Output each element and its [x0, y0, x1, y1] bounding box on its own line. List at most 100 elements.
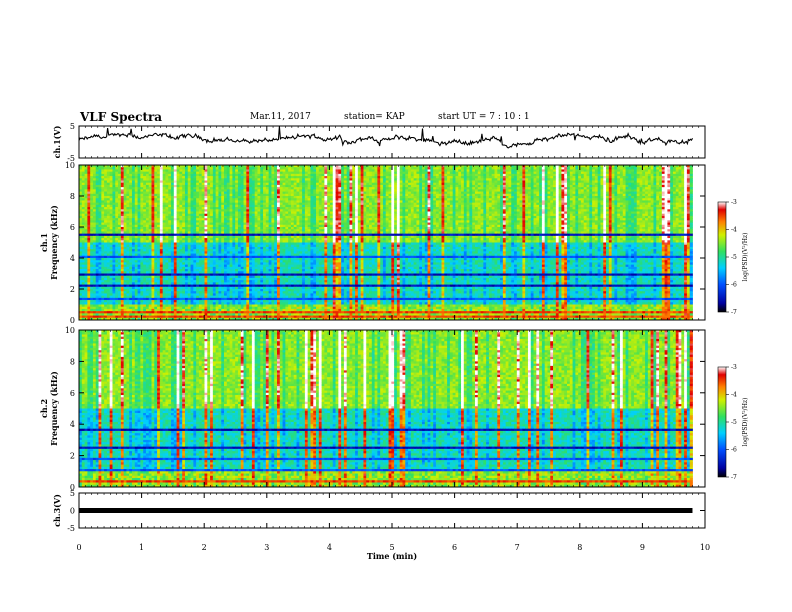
psd-cell [204, 173, 208, 177]
psd-cell [678, 207, 682, 210]
psd-cell [341, 202, 345, 206]
psd-cell [129, 200, 133, 204]
psd-cell [290, 173, 295, 177]
psd-cell [290, 169, 295, 173]
psd-cell [452, 171, 456, 175]
psd-cell [171, 189, 175, 192]
psd-cell [335, 176, 339, 179]
psd-cell [675, 171, 679, 175]
psd-cell [433, 178, 437, 181]
psd-cell [81, 167, 85, 170]
psd-cell [642, 207, 646, 210]
psd-cell [642, 189, 646, 192]
psd-cell [491, 189, 495, 192]
psd-cell [477, 198, 481, 201]
psd-cell [380, 202, 384, 206]
psd-cell [145, 187, 150, 190]
psd-cell [109, 204, 113, 208]
psd-cell [207, 202, 211, 206]
psd-cell [606, 171, 610, 175]
psd-cell [461, 187, 465, 190]
psd-cell [129, 196, 133, 199]
psd-cell [603, 167, 607, 170]
psd-cell [349, 196, 353, 199]
psd-cell [672, 191, 677, 195]
psd-cell [689, 198, 693, 201]
psd-cell [511, 196, 515, 199]
psd-cell [388, 176, 392, 179]
psd-cell [405, 173, 409, 177]
psd-cell [653, 182, 657, 186]
psd-cell [299, 184, 303, 188]
psd-cell [377, 171, 381, 175]
psd-cell [382, 184, 387, 188]
psd-cell [494, 202, 498, 206]
psd-cell [575, 193, 579, 197]
psd-cell [268, 202, 272, 206]
psd-cell [104, 204, 108, 208]
psd-cell [265, 187, 270, 190]
psd-cell [664, 176, 668, 179]
psd-cell [374, 178, 378, 181]
psd-cell [589, 182, 593, 186]
psd-cell [514, 169, 518, 173]
psd-cell [645, 171, 649, 175]
psd-cell [137, 204, 141, 208]
psd-cell [458, 191, 462, 195]
psd-cell [385, 187, 389, 190]
psd-cell [324, 171, 328, 175]
psd-cell [611, 178, 615, 181]
psd-cell [533, 184, 537, 188]
psd-cell [204, 189, 208, 192]
psd-cell [678, 187, 682, 190]
psd-cell [469, 198, 473, 201]
psd-cell [151, 182, 155, 186]
psd-cell [276, 187, 281, 190]
psd-cell [430, 198, 434, 201]
psd-cell [363, 173, 367, 177]
psd-cell [600, 209, 604, 212]
psd-cell [335, 200, 339, 204]
psd-cell [106, 184, 111, 188]
psd-cell [686, 178, 691, 181]
psd-cell [399, 184, 403, 188]
psd-cell [416, 176, 420, 179]
psd-cell [555, 189, 560, 192]
psd-cell [469, 180, 473, 184]
psd-cell [95, 182, 99, 186]
psd-cell [494, 209, 498, 212]
psd-cell [101, 202, 105, 206]
psd-cell [98, 184, 102, 188]
psd-cell [98, 193, 102, 197]
psd-cell [567, 165, 571, 168]
psd-cell [271, 169, 275, 173]
psd-cell [505, 176, 509, 179]
psd-cell [210, 207, 214, 210]
psd-cell [461, 204, 465, 208]
psd-cell [101, 200, 105, 204]
psd-cell [469, 178, 473, 181]
psd-cell [575, 165, 579, 168]
psd-cell [109, 178, 113, 181]
psd-cell [533, 207, 537, 210]
psd-cell [455, 165, 459, 168]
psd-cell [508, 165, 512, 168]
psd-cell [240, 187, 244, 190]
psd-cell [313, 187, 317, 190]
psd-cell [246, 200, 250, 204]
psd-cell [533, 171, 537, 175]
psd-cell [413, 202, 417, 206]
psd-cell [296, 171, 300, 175]
psd-cell [572, 180, 576, 184]
psd-cell [246, 207, 250, 210]
psd-cell [240, 198, 244, 201]
psd-cell [424, 169, 428, 173]
psd-cell [527, 202, 532, 206]
psd-cell [151, 193, 155, 197]
psd-cell [243, 171, 247, 175]
psd-cell [335, 171, 339, 175]
psd-cell [488, 187, 493, 190]
psd-cell [207, 200, 211, 204]
psd-cell [112, 167, 116, 170]
psd-cell [561, 171, 565, 175]
